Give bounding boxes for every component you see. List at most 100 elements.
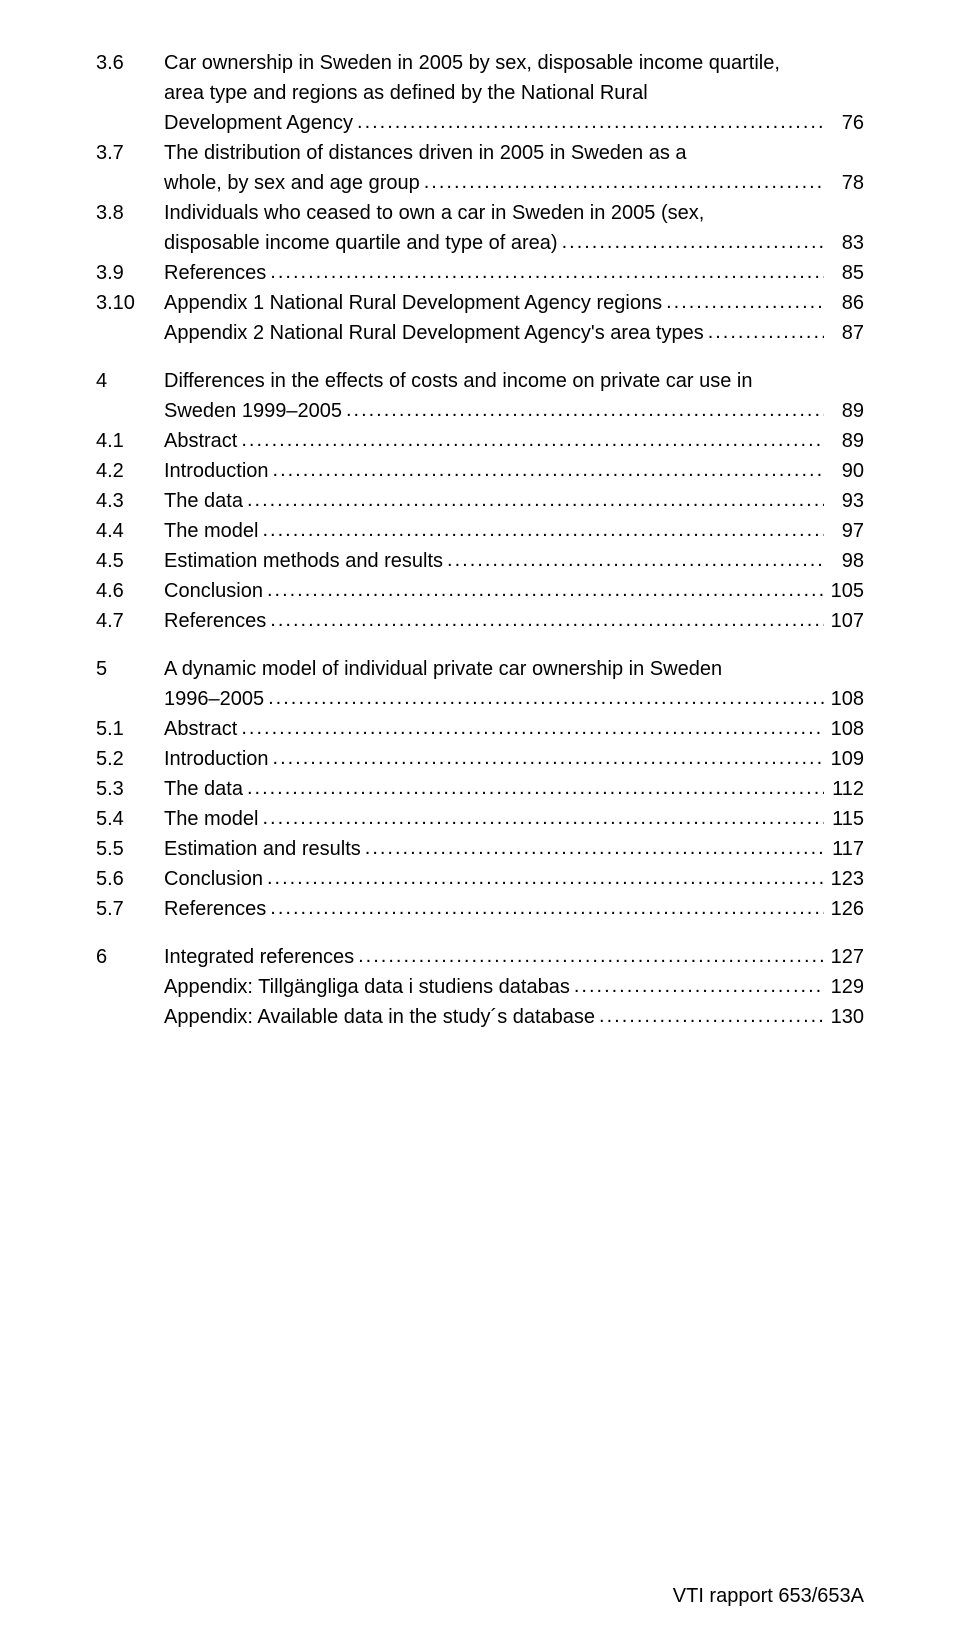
toc-entry: 4.1Abstract.............................… bbox=[96, 426, 864, 456]
toc-entry-title: Abstract bbox=[164, 714, 237, 744]
toc-entry-title: The model bbox=[164, 516, 259, 546]
toc-leader-dots: ........................................… bbox=[263, 575, 824, 605]
toc-leader-dots: ........................................… bbox=[263, 863, 824, 893]
toc-entry: 5.5Estimation and results...............… bbox=[96, 834, 864, 864]
toc-entry: 5.6Conclusion...........................… bbox=[96, 864, 864, 894]
toc-entry-title: Estimation methods and results bbox=[164, 546, 443, 576]
toc-entry: 4.6Conclusion...........................… bbox=[96, 576, 864, 606]
toc-leader-dots: ........................................… bbox=[361, 833, 824, 863]
toc-entry-title: References bbox=[164, 258, 266, 288]
toc-entry: 3.7The distribution of distances driven … bbox=[96, 138, 864, 198]
toc-entry-title: References bbox=[164, 894, 266, 924]
toc-entry: 3.10Appendix 1 National Rural Developmen… bbox=[96, 288, 864, 318]
toc-leader-dots: ........................................… bbox=[595, 1001, 824, 1031]
toc-leader-dots: ........................................… bbox=[420, 167, 824, 197]
toc-entry-number: 4.3 bbox=[96, 486, 164, 516]
toc-entry-number: 5.1 bbox=[96, 714, 164, 744]
toc-entry-title: Differences in the effects of costs and … bbox=[164, 366, 752, 396]
toc-entry: 5.4The model............................… bbox=[96, 804, 864, 834]
toc-entry-number: 3.9 bbox=[96, 258, 164, 288]
toc-leader-dots: ........................................… bbox=[259, 803, 825, 833]
toc-entry-title: A dynamic model of individual private ca… bbox=[164, 654, 722, 684]
toc-entry-page: 86 bbox=[824, 288, 864, 318]
toc-entry-page: 107 bbox=[824, 606, 864, 636]
toc-entry-number bbox=[96, 78, 164, 108]
toc-entry-number: 4 bbox=[96, 366, 164, 396]
toc-entry-title: Sweden 1999–2005 bbox=[164, 396, 342, 426]
toc-entry: 4Differences in the effects of costs and… bbox=[96, 366, 864, 426]
toc-entry-number: 5.5 bbox=[96, 834, 164, 864]
toc-entry-page: 105 bbox=[824, 576, 864, 606]
toc-entry-title: whole, by sex and age group bbox=[164, 168, 420, 198]
toc-entry-number: 5.4 bbox=[96, 804, 164, 834]
toc-leader-dots: ........................................… bbox=[704, 317, 824, 347]
toc-entry-title: disposable income quartile and type of a… bbox=[164, 228, 558, 258]
toc-leader-dots: ........................................… bbox=[354, 941, 824, 971]
toc-entry: 5.2Introduction.........................… bbox=[96, 744, 864, 774]
toc-entry-page: 130 bbox=[824, 1002, 864, 1032]
toc-leader-dots: ........................................… bbox=[266, 257, 824, 287]
toc-leader-dots: ........................................… bbox=[558, 227, 824, 257]
toc-entry: Appendix 2 National Rural Development Ag… bbox=[96, 318, 864, 348]
toc-leader-dots: ........................................… bbox=[237, 713, 824, 743]
toc-leader-dots: ........................................… bbox=[269, 455, 824, 485]
toc-entry-title: Appendix: Available data in the study´s … bbox=[164, 1002, 595, 1032]
toc-entry-page: 126 bbox=[824, 894, 864, 924]
toc-entry-title: The data bbox=[164, 774, 243, 804]
toc-entry-page: 115 bbox=[824, 804, 864, 834]
toc-entry-page: 108 bbox=[824, 684, 864, 714]
toc-entry-number: 5 bbox=[96, 654, 164, 684]
toc-entry-number: 4.2 bbox=[96, 456, 164, 486]
toc-entry-page: 89 bbox=[824, 396, 864, 426]
toc-entry-title: Individuals who ceased to own a car in S… bbox=[164, 198, 704, 228]
toc-entry-number: 6 bbox=[96, 942, 164, 972]
toc-entry-title: area type and regions as defined by the … bbox=[164, 78, 648, 108]
toc-leader-dots: ........................................… bbox=[443, 545, 824, 575]
toc-entry-page: 117 bbox=[824, 834, 864, 864]
toc-entry-title: Estimation and results bbox=[164, 834, 361, 864]
toc-entry: Appendix: Available data in the study´s … bbox=[96, 1002, 864, 1032]
toc-entry: 3.6Car ownership in Sweden in 2005 by se… bbox=[96, 48, 864, 138]
toc-entry-number: 4.5 bbox=[96, 546, 164, 576]
toc-entry-page: 127 bbox=[824, 942, 864, 972]
toc-entry-page: 98 bbox=[824, 546, 864, 576]
toc-entry: Appendix: Tillgängliga data i studiens d… bbox=[96, 972, 864, 1002]
toc-entry: 5.1Abstract.............................… bbox=[96, 714, 864, 744]
toc-entry: 3.8Individuals who ceased to own a car i… bbox=[96, 198, 864, 258]
toc-entry-page: 108 bbox=[824, 714, 864, 744]
toc-entry-title: References bbox=[164, 606, 266, 636]
toc-entry-title: Integrated references bbox=[164, 942, 354, 972]
toc-entry-page: 89 bbox=[824, 426, 864, 456]
toc-entry-number: 3.6 bbox=[96, 48, 164, 78]
toc-entry-page: 93 bbox=[824, 486, 864, 516]
toc-entry-title: Appendix 2 National Rural Development Ag… bbox=[164, 318, 704, 348]
toc-entry-title: Development Agency bbox=[164, 108, 353, 138]
toc-entry: 6Integrated references..................… bbox=[96, 942, 864, 972]
toc-entry: 4.2Introduction.........................… bbox=[96, 456, 864, 486]
toc-leader-dots: ........................................… bbox=[662, 287, 824, 317]
toc-entry: 5A dynamic model of individual private c… bbox=[96, 654, 864, 714]
footer-report-id: VTI rapport 653/653A bbox=[673, 1585, 864, 1608]
toc-entry: 4.7References...........................… bbox=[96, 606, 864, 636]
toc-entry-number: 4.7 bbox=[96, 606, 164, 636]
toc-entry: 4.3The data.............................… bbox=[96, 486, 864, 516]
toc-entry-number: 5.7 bbox=[96, 894, 164, 924]
toc-leader-dots: ........................................… bbox=[264, 683, 824, 713]
toc-entry: 5.7References...........................… bbox=[96, 894, 864, 924]
toc-entry-title: Appendix 1 National Rural Development Ag… bbox=[164, 288, 662, 318]
toc-entry-title: The model bbox=[164, 804, 259, 834]
toc-leader-dots: ........................................… bbox=[259, 515, 825, 545]
toc-leader-dots: ........................................… bbox=[342, 395, 824, 425]
toc-entry-page: 87 bbox=[824, 318, 864, 348]
toc-leader-dots: ........................................… bbox=[266, 605, 824, 635]
toc-entry-title: Appendix: Tillgängliga data i studiens d… bbox=[164, 972, 570, 1002]
toc-entry: 4.5Estimation methods and results.......… bbox=[96, 546, 864, 576]
toc-entry-page: 85 bbox=[824, 258, 864, 288]
toc-entry-page: 78 bbox=[824, 168, 864, 198]
toc-entry-title: The data bbox=[164, 486, 243, 516]
toc-entry-page: 123 bbox=[824, 864, 864, 894]
toc-entry-page: 112 bbox=[824, 774, 864, 804]
toc-entry-title: Abstract bbox=[164, 426, 237, 456]
toc-entry-title: Introduction bbox=[164, 456, 269, 486]
toc-entry-title: The distribution of distances driven in … bbox=[164, 138, 687, 168]
